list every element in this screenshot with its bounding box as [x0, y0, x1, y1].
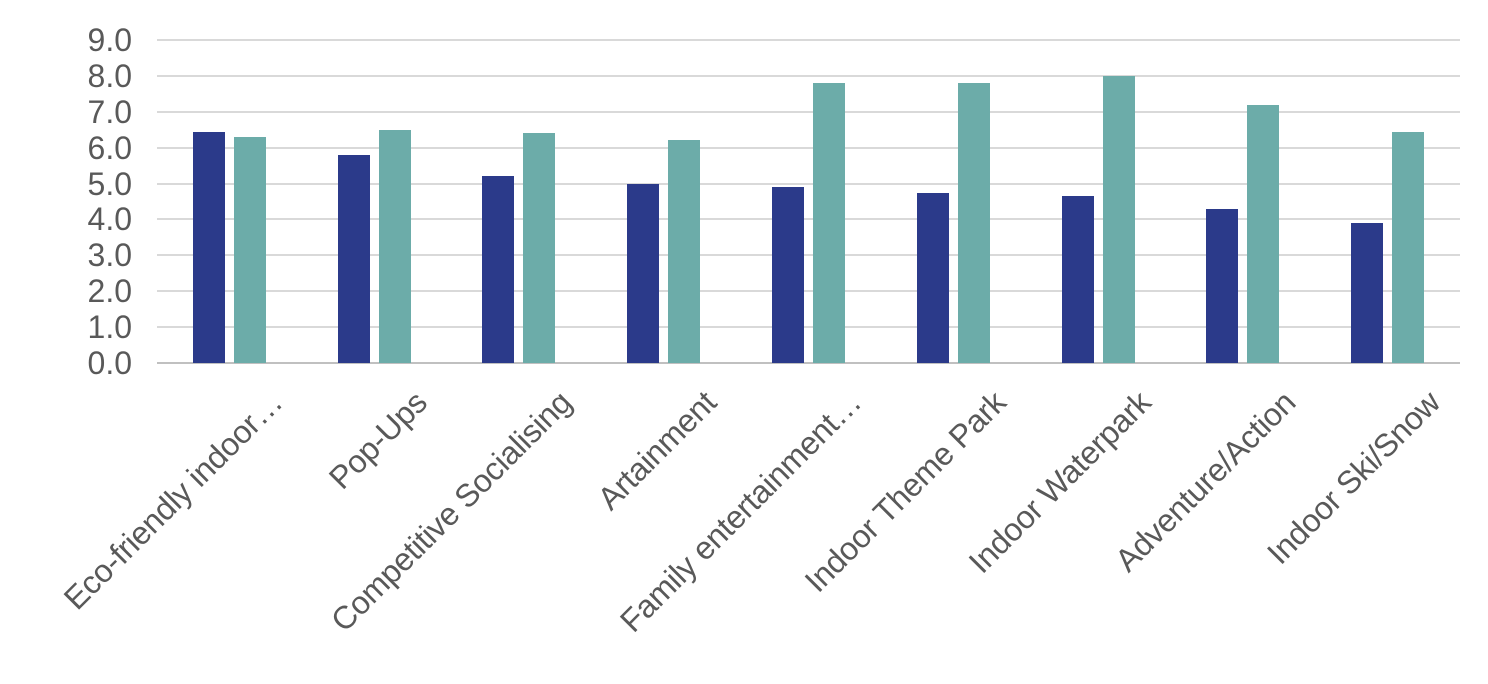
x-axis-category-label: Eco-friendly indoor… [56, 384, 289, 617]
y-axis-tick-label: 0.0 [87, 345, 132, 381]
gridline [157, 254, 1460, 257]
bar-teal-series [813, 83, 845, 363]
gridline [157, 290, 1460, 293]
gridline [157, 39, 1460, 41]
gridline [157, 326, 1460, 329]
bar-teal-series [1247, 104, 1280, 363]
bar-teal-series [523, 133, 556, 363]
bar-navy-series [627, 183, 660, 363]
y-axis-tick-label: 8.0 [87, 57, 132, 94]
bar-teal-series [233, 136, 266, 363]
x-axis-line [157, 362, 1460, 364]
gridline [157, 146, 1460, 149]
y-axis-tick-label: 5.0 [87, 165, 132, 202]
bar-teal-series [1102, 75, 1135, 363]
gridline [157, 218, 1460, 221]
y-axis-tick-label: 3.0 [87, 237, 132, 274]
y-axis-tick-label: 2.0 [87, 273, 132, 310]
bar-navy-series [337, 154, 370, 363]
gridline [157, 110, 1460, 113]
gridline [157, 74, 1460, 77]
bar-teal-series [378, 129, 411, 363]
x-axis-category-label: Family entertainment… [613, 384, 868, 639]
bar-navy-series [916, 192, 949, 363]
bar-navy-series [482, 176, 515, 363]
bar-navy-series [1351, 223, 1384, 363]
bar-navy-series [772, 187, 804, 363]
bar-teal-series [1392, 131, 1425, 363]
x-axis-category-label: Pop-Ups [321, 384, 434, 497]
x-axis-category-label: Artainment [590, 384, 724, 517]
bar-teal-series [957, 83, 990, 363]
x-axis-category-label: Competitive Socialising [323, 384, 579, 639]
gridline [157, 182, 1460, 185]
y-axis-tick-label: 6.0 [87, 129, 132, 166]
bar-navy-series [1061, 196, 1094, 363]
y-axis-tick-label: 7.0 [87, 93, 132, 130]
y-axis-tick-label: 9.0 [87, 22, 132, 58]
bar-teal-series [668, 140, 701, 363]
y-axis-tick-label: 4.0 [87, 201, 132, 238]
y-axis-tick-label: 1.0 [87, 309, 132, 346]
bar-navy-series [1206, 208, 1239, 363]
bar-navy-series [192, 131, 225, 363]
